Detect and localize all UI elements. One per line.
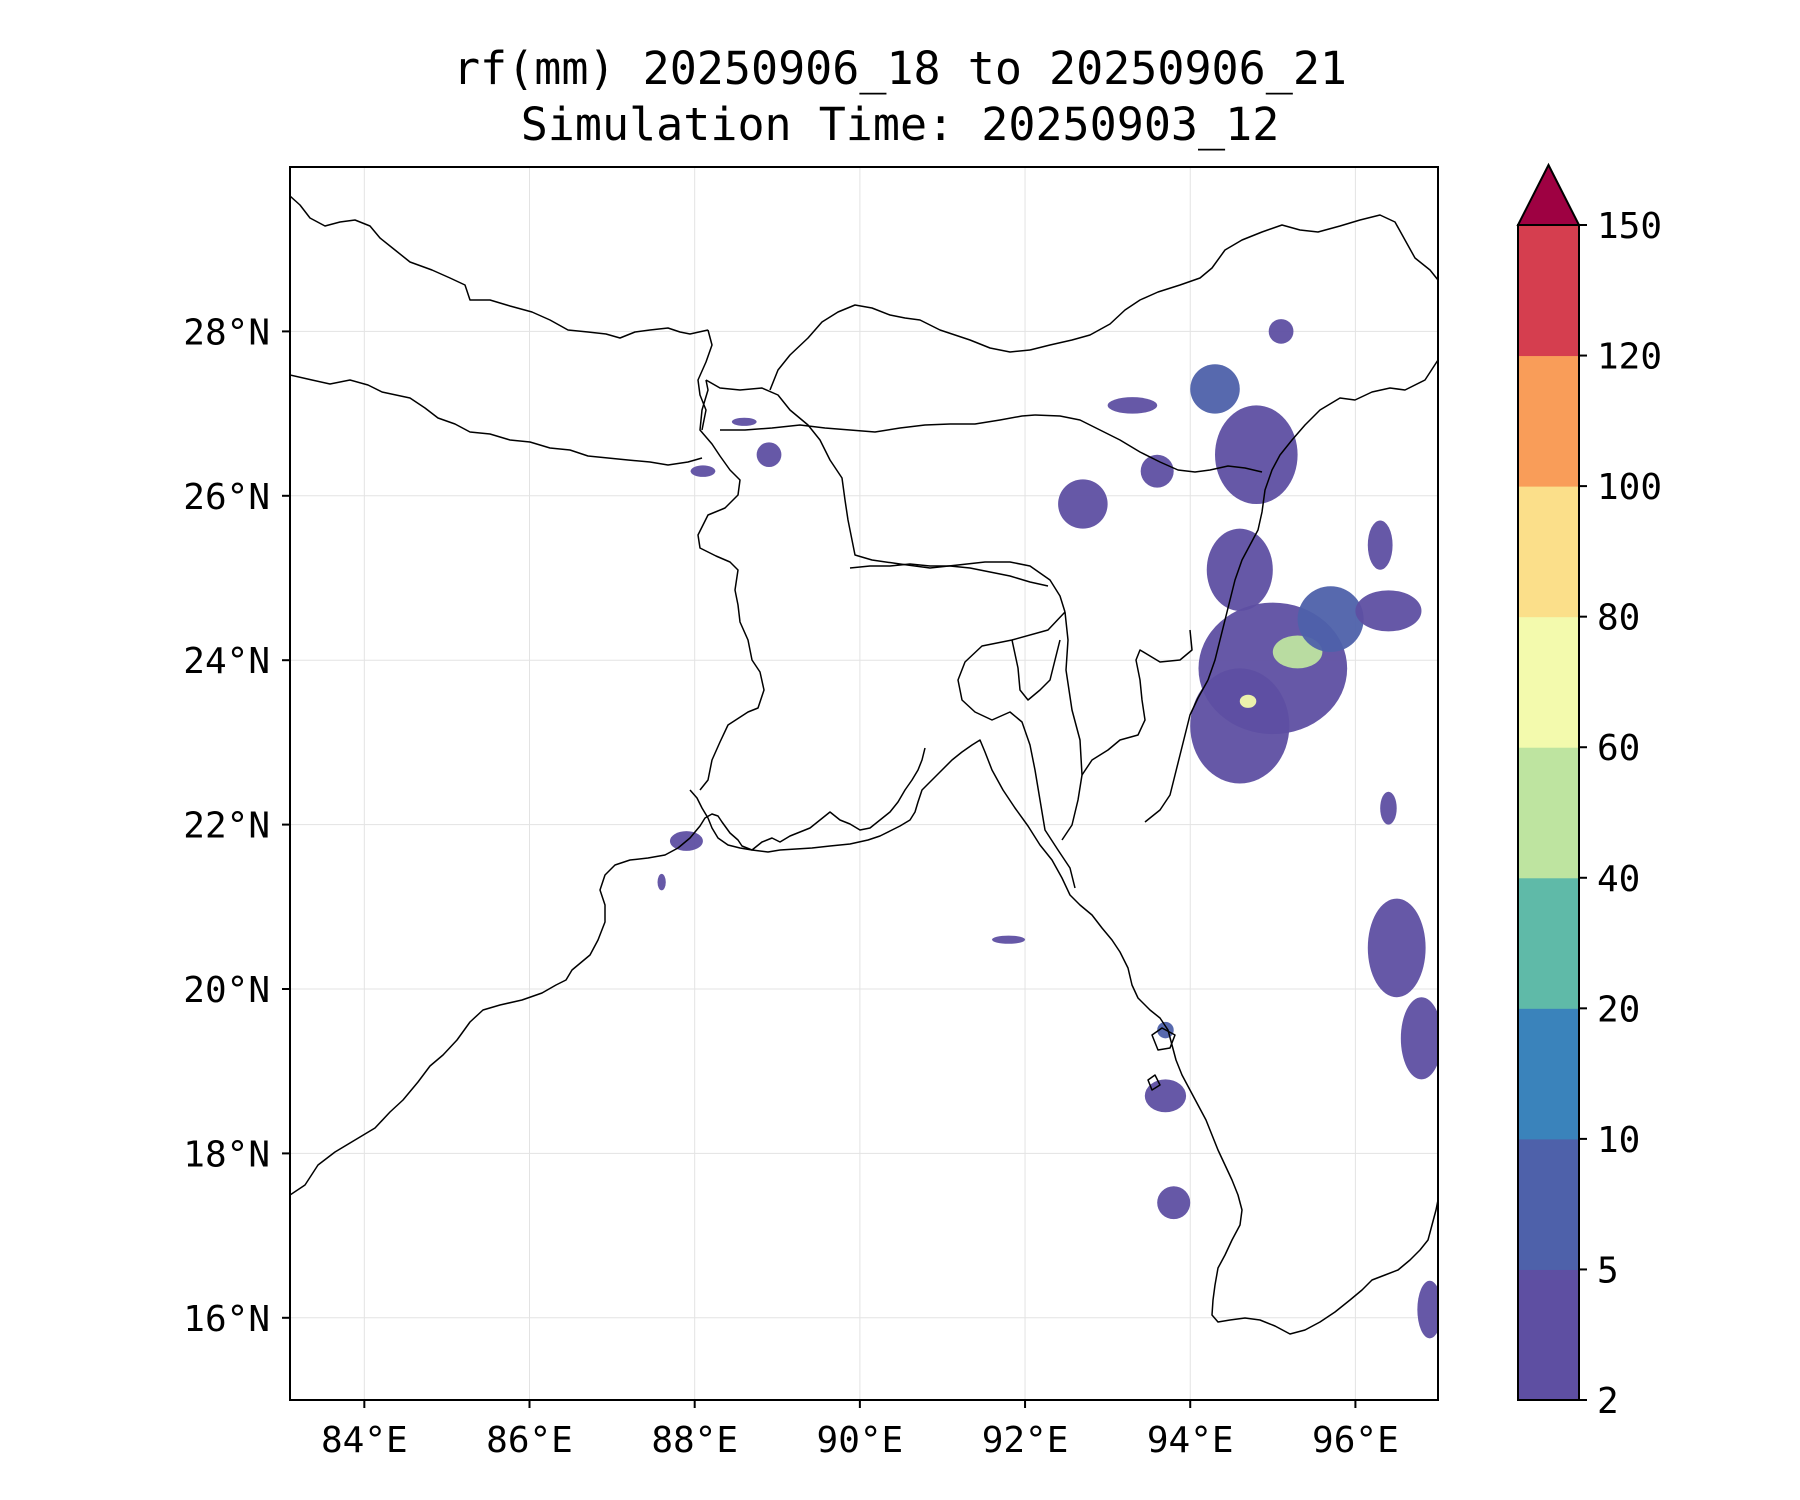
border-bhutan-south	[720, 414, 1036, 433]
colorbar-tick-label: 40	[1597, 859, 1640, 900]
rainfall-cell	[992, 935, 1026, 944]
rainfall-cell	[1355, 590, 1422, 632]
rainfall-cell	[1400, 997, 1438, 1080]
colorbar-segment	[1518, 877, 1579, 1009]
rainfall-cell	[1417, 1280, 1438, 1339]
coastline-india-east	[290, 739, 1438, 1335]
rainfall-cell	[1190, 364, 1240, 414]
colorbar-extend-arrow	[1516, 162, 1581, 226]
lon-tick-label: 94°E	[1147, 1420, 1234, 1461]
rainfall-cell	[1268, 319, 1294, 344]
colorbar-segment	[1518, 747, 1579, 879]
colorbar-tick-label: 120	[1597, 337, 1662, 378]
lon-tick-label: 96°E	[1312, 1420, 1399, 1461]
lon-tick-label: 86°E	[486, 1420, 573, 1461]
colorbar-tick-label: 100	[1597, 467, 1662, 508]
border-bangladesh-east	[957, 611, 1076, 889]
longitude-axis: 84°E 86°E 88°E 90°E 92°E 94°E 96°E	[321, 1400, 1399, 1461]
border-sikkim	[697, 329, 713, 431]
colorbar-tick-label: 10	[1597, 1120, 1640, 1161]
lat-tick-label: 28°N	[183, 312, 270, 353]
rainfall-cell	[1215, 405, 1298, 505]
rainfall-cell	[1190, 668, 1290, 784]
colorbar-frame	[1517, 224, 1580, 1401]
border-assam-meghalaya	[1034, 414, 1263, 473]
border-arunachal-east	[1207, 359, 1438, 681]
map-background	[290, 167, 1438, 1400]
rainfall-cell	[657, 873, 666, 891]
colorbar-segment	[1518, 1269, 1579, 1401]
rainfall-cell	[690, 465, 716, 477]
rainfall-cell	[1144, 1079, 1187, 1113]
lon-tick-label: 84°E	[321, 1420, 408, 1461]
rainfall-cell	[1058, 479, 1108, 529]
border-myanmar-india	[1144, 679, 1209, 823]
border-mizoram	[1081, 629, 1193, 776]
rainfall-cell	[1107, 397, 1158, 414]
rainfall-cell	[1367, 898, 1426, 998]
colorbar-segment	[1518, 486, 1579, 618]
rainfall-cell	[1239, 694, 1257, 708]
colorbar-segment	[1518, 616, 1579, 748]
coastlines-and-borders	[290, 195, 1438, 1335]
island-ramree	[1151, 1027, 1176, 1051]
border-tripura	[1061, 611, 1083, 841]
colorbar-tick-label: 60	[1597, 728, 1640, 769]
rainfall-field	[657, 319, 1438, 1339]
rainfall-cell	[1297, 586, 1364, 652]
coastline-bangladesh	[689, 747, 926, 851]
colorbar-tick-label: 20	[1597, 989, 1640, 1030]
colorbar-segment	[1518, 1138, 1579, 1270]
latitude-axis: 16°N 18°N 20°N 22°N 24°N 26°N 28°N	[183, 312, 290, 1340]
colorbar-segment	[1518, 355, 1579, 487]
island-cheduba	[1147, 1074, 1161, 1091]
lat-tick-label: 24°N	[183, 641, 270, 682]
lon-tick-label: 90°E	[817, 1420, 904, 1461]
colorbar-segment	[1518, 225, 1579, 357]
rainfall-cell	[1157, 1186, 1191, 1220]
border-arunachal	[1029, 214, 1438, 351]
rainfall-cell	[731, 417, 757, 426]
border-nepal-south	[290, 374, 703, 466]
colorbar-tick-label: 5	[1597, 1250, 1619, 1291]
rainfall-cell	[1380, 791, 1397, 825]
lon-tick-label: 92°E	[982, 1420, 1069, 1461]
lat-tick-label: 16°N	[183, 1299, 270, 1340]
lat-tick-label: 22°N	[183, 806, 270, 847]
colorbar: 2 5 10 20 40 60 80 100 120 150	[1516, 162, 1662, 1422]
rainfall-cell	[756, 442, 782, 468]
colorbar-tick-label: 2	[1597, 1381, 1619, 1422]
border-tripura-west	[1011, 639, 1061, 701]
border-bhutan-north	[769, 304, 1031, 391]
lat-tick-label: 18°N	[183, 1134, 270, 1175]
colorbar-tick-label: 150	[1597, 206, 1662, 247]
border-bangladesh-west	[697, 379, 765, 791]
colorbar-segment	[1518, 1008, 1579, 1140]
lat-tick-label: 20°N	[183, 970, 270, 1011]
colorbar-tick-label: 80	[1597, 598, 1640, 639]
border-meghalaya-south	[849, 563, 1049, 587]
map-title: rf(mm) 20250906_18 to 20250906_21	[452, 42, 1348, 95]
border-bangladesh-north	[705, 379, 1066, 613]
rainfall-cell	[1206, 528, 1273, 611]
rainfall-cell	[1140, 454, 1174, 488]
map-subtitle: Simulation Time: 20250903_12	[520, 98, 1280, 151]
map-frame	[289, 166, 1439, 1401]
border-nepal-north	[290, 195, 709, 339]
rainfall-cell	[1367, 520, 1393, 570]
lat-tick-label: 26°N	[183, 477, 270, 518]
lon-tick-label: 88°E	[651, 1420, 738, 1461]
